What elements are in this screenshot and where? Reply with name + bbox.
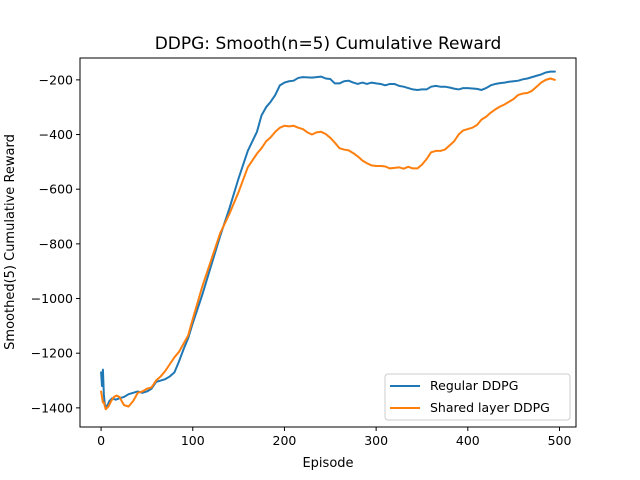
x-axis-label: Episode xyxy=(302,456,353,471)
series-line-regular-ddpg xyxy=(100,70,556,409)
x-tick-label: 300 xyxy=(364,433,388,448)
legend-box xyxy=(384,373,571,421)
legend-label-regular-ddpg: Regular DDPG xyxy=(430,378,518,393)
legend-label-shared-layer-ddpg: Shared layer DDPG xyxy=(430,400,550,415)
y-axis-label: Smoothed(5) Cumulative Reward xyxy=(3,134,18,350)
x-tick-label: 200 xyxy=(273,433,297,448)
y-tick-label: −600 xyxy=(39,182,73,197)
y-tick-label: −800 xyxy=(39,236,73,251)
y-tick-label: −200 xyxy=(39,72,73,87)
plot-frame xyxy=(79,57,577,428)
y-tick-label: −1000 xyxy=(31,291,73,306)
y-tick-label: −1200 xyxy=(31,346,73,361)
x-tick-label: 100 xyxy=(181,433,205,448)
x-tick-label: 500 xyxy=(548,433,572,448)
chart-title: DDPG: Smooth(n=5) Cumulative Reward xyxy=(155,34,502,54)
legend: Regular DDPG Shared layer DDPG xyxy=(384,373,571,421)
y-tick-label: −1400 xyxy=(31,400,73,415)
x-tick-label: 400 xyxy=(456,433,480,448)
series-line-shared-layer-ddpg xyxy=(100,77,556,411)
y-tick-label: −400 xyxy=(39,127,73,142)
x-tick-label: 0 xyxy=(97,433,105,448)
